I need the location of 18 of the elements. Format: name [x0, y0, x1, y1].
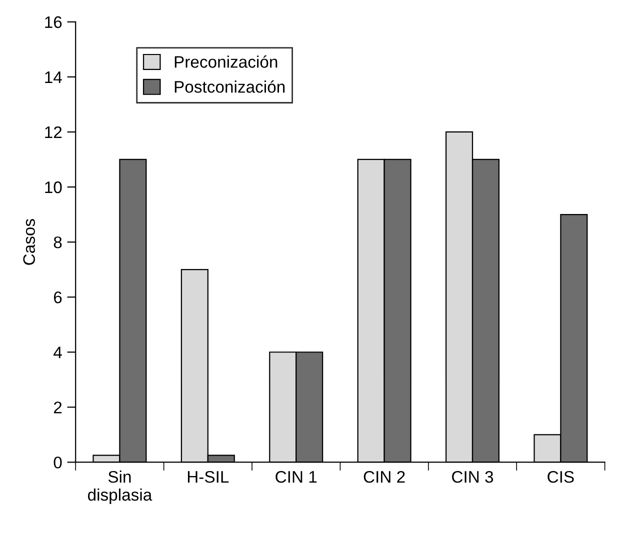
y-tick-label: 6 [54, 291, 62, 304]
legend-label: Preconización [174, 55, 278, 68]
y-tick-label: 8 [54, 236, 62, 248]
y-tick-label: 2 [54, 402, 62, 414]
y-tick-label: 14 [45, 71, 62, 83]
x-tick-label: Sin displasia [88, 470, 152, 504]
y-axis-title: Casos [23, 219, 36, 265]
y-tick-label: 0 [54, 456, 62, 468]
x-tick-label: CIN 1 [276, 470, 317, 483]
x-tick-label: CIS [548, 470, 574, 483]
x-tick-label: CIN 2 [364, 470, 405, 483]
y-tick-label: 12 [45, 126, 62, 138]
x-tick-label: H-SIL [188, 470, 229, 483]
y-tick-label: 4 [54, 346, 62, 358]
y-tick-label: 16 [45, 16, 62, 28]
x-tick-label: CIN 3 [452, 470, 494, 483]
legend-label: Postconización [174, 80, 285, 93]
y-tick-label: 10 [45, 181, 62, 194]
